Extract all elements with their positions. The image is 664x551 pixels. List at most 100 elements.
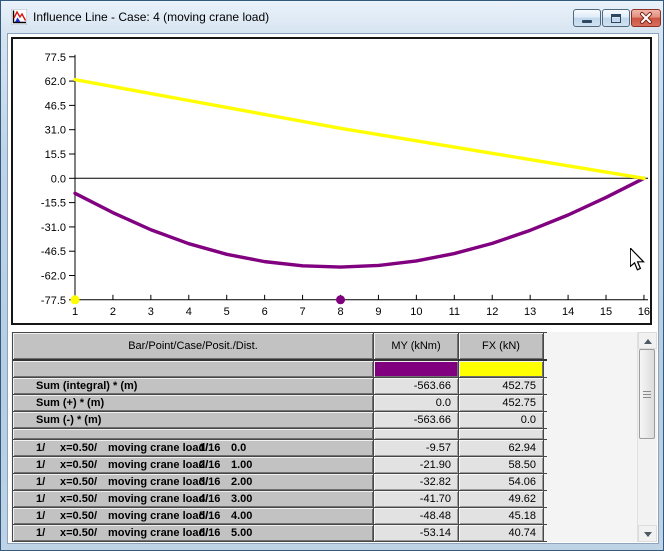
row-label-cell bbox=[13, 429, 374, 439]
position-fraction: 6/16 bbox=[199, 527, 221, 539]
bar-id: 1/ bbox=[36, 459, 46, 471]
sum-row-label: Sum (-) * (m) bbox=[36, 414, 102, 426]
table-row[interactable]: 1/x=0.50/moving crane load/1/16 0.0 -9.57 6… bbox=[13, 440, 547, 457]
results-table-panel: Bar/Point/Case/Posit./Dist. MY (kNm) FX … bbox=[11, 332, 657, 542]
maximize-icon bbox=[611, 14, 621, 23]
y-tick-label: 15.5 bbox=[45, 149, 66, 161]
my-series-color-swatch bbox=[374, 361, 459, 377]
client-area: 77.5 62.0 46.5 31.0 15.5 0.0 -15.5 -31.0 -46.5 -6… bbox=[7, 33, 659, 544]
table-row[interactable]: Sum (+) * (m) 0.0 452.75 bbox=[13, 395, 547, 412]
my-value-cell: -9.57 bbox=[374, 440, 459, 456]
fx-value-cell: 452.75 bbox=[459, 378, 544, 394]
sum-row-label: Sum (integral) * (m) bbox=[36, 380, 138, 392]
y-tick-label: -62.0 bbox=[41, 271, 66, 283]
point-position: x=0.50/ bbox=[60, 510, 98, 522]
my-value-cell: -21.90 bbox=[374, 457, 459, 473]
x-tick-label: 5 bbox=[224, 306, 230, 318]
results-table: Bar/Point/Case/Posit./Dist. MY (kNm) FX … bbox=[12, 332, 547, 542]
row-label-cell: 1/x=0.50/moving crane load/4/16 3.00 bbox=[13, 491, 374, 507]
position-fraction: 2/16 bbox=[199, 459, 221, 471]
table-row[interactable]: 1/x=0.50/moving crane load/3/16 2.00 -32.8… bbox=[13, 474, 547, 491]
x-tick-label: 3 bbox=[148, 306, 154, 318]
y-tick-label: 0.0 bbox=[51, 173, 66, 185]
arrow-down-icon bbox=[644, 532, 652, 537]
influence-line-app-icon bbox=[11, 9, 27, 25]
fx-value-cell: 45.18 bbox=[459, 508, 544, 524]
bar-id: 1/ bbox=[36, 493, 46, 505]
bar-id: 1/ bbox=[36, 476, 46, 488]
x-tick-label: 10 bbox=[410, 306, 422, 318]
table-row[interactable]: 1/x=0.50/moving crane load/4/16 3.00 -41.7… bbox=[13, 491, 547, 508]
y-tick-label: 46.5 bbox=[45, 100, 66, 112]
table-row[interactable]: 1/x=0.50/moving crane load/2/16 1.00 -21.9… bbox=[13, 457, 547, 474]
case-name: moving crane load/ bbox=[108, 510, 209, 522]
y-tick-label: -46.5 bbox=[41, 246, 66, 258]
y-tick-label: -31.0 bbox=[41, 222, 66, 234]
scrollbar-thumb[interactable] bbox=[639, 349, 655, 439]
row-label-cell: 1/x=0.50/moving crane load/3/16 2.00 bbox=[13, 474, 374, 490]
table-row-blank bbox=[13, 429, 547, 440]
chart-canvas: 77.5 62.0 46.5 31.0 15.5 0.0 -15.5 -31.0 -46.5 -6… bbox=[41, 52, 650, 318]
case-name: moving crane load/ bbox=[108, 527, 209, 539]
fx-value-cell: 54.06 bbox=[459, 474, 544, 490]
close-icon bbox=[640, 12, 652, 24]
table-row[interactable]: Sum (-) * (m) -563.66 0.0 bbox=[13, 412, 547, 429]
table-row[interactable]: Sum (integral) * (m) -563.66 452.75 bbox=[13, 378, 547, 395]
distance: 0.0 bbox=[231, 442, 247, 454]
minimize-icon bbox=[582, 20, 592, 23]
y-tick-label: 62.0 bbox=[45, 76, 66, 88]
x-tick-label: 8 bbox=[337, 306, 343, 318]
case-name: moving crane load/ bbox=[108, 493, 209, 505]
my-value-cell: 0.0 bbox=[374, 395, 459, 411]
y-tick-label: -77.5 bbox=[41, 295, 66, 307]
position-fraction: 5/16 bbox=[199, 510, 221, 522]
fx-value-cell: 62.94 bbox=[459, 440, 544, 456]
my-value-cell: -41.70 bbox=[374, 491, 459, 507]
bar-id: 1/ bbox=[36, 527, 46, 539]
fx-value-cell: 58.50 bbox=[459, 457, 544, 473]
y-tick-label: 77.5 bbox=[45, 52, 66, 64]
my-value-cell: -563.66 bbox=[374, 412, 459, 428]
window-title: Influence Line - Case: 4 (moving crane l… bbox=[33, 10, 270, 24]
fx-value-cell: 40.74 bbox=[459, 525, 544, 541]
minimize-button[interactable] bbox=[573, 9, 601, 27]
point-position: x=0.50/ bbox=[60, 476, 98, 488]
row-label-cell: Sum (integral) * (m) bbox=[13, 378, 374, 394]
bar-id: 1/ bbox=[36, 510, 46, 522]
table-vertical-scrollbar[interactable] bbox=[637, 332, 657, 542]
x-tick-label: 6 bbox=[262, 306, 268, 318]
position-fraction: 3/16 bbox=[199, 476, 221, 488]
arrow-up-icon bbox=[644, 339, 652, 344]
row-label-cell: Sum (+) * (m) bbox=[13, 395, 374, 411]
x-tick-label: 2 bbox=[110, 306, 116, 318]
x-tick-label: 13 bbox=[524, 306, 536, 318]
y-tick-label: 31.0 bbox=[45, 125, 66, 137]
table-header-row: Bar/Point/Case/Posit./Dist. MY (kNm) FX … bbox=[13, 333, 547, 361]
x-tick-label: 14 bbox=[562, 306, 574, 318]
my-value-cell: -48.48 bbox=[374, 508, 459, 524]
x-tick-label: 9 bbox=[375, 306, 381, 318]
my-value-cell: -53.14 bbox=[374, 525, 459, 541]
x-tick-label: 1 bbox=[72, 306, 78, 318]
close-button[interactable] bbox=[631, 9, 661, 27]
distance: 3.00 bbox=[231, 493, 253, 505]
title-bar[interactable]: Influence Line - Case: 4 (moving crane l… bbox=[1, 1, 663, 33]
header-bar-point-case: Bar/Point/Case/Posit./Dist. bbox=[13, 333, 374, 359]
table-row[interactable]: 1/x=0.50/moving crane load/6/16 5.00 -53.1… bbox=[13, 525, 547, 542]
x-tick-label: 12 bbox=[486, 306, 498, 318]
extreme-position-marker bbox=[70, 295, 80, 305]
case-name: moving crane load/ bbox=[108, 442, 209, 454]
y-tick-label: -15.5 bbox=[41, 198, 66, 210]
scroll-up-button[interactable] bbox=[638, 332, 657, 349]
position-fraction: 1/16 bbox=[199, 442, 221, 454]
scroll-down-button[interactable] bbox=[638, 525, 657, 542]
maximize-button[interactable] bbox=[602, 9, 630, 27]
extreme-position-marker bbox=[336, 295, 346, 305]
x-tick-label: 4 bbox=[186, 306, 192, 318]
row-label-cell: 1/x=0.50/moving crane load/1/16 0.0 bbox=[13, 440, 374, 456]
x-tick-label: 7 bbox=[300, 306, 306, 318]
case-name: moving crane load/ bbox=[108, 476, 209, 488]
sum-row-label: Sum (+) * (m) bbox=[36, 397, 105, 409]
table-row[interactable]: 1/x=0.50/moving crane load/5/16 4.00 -48.4… bbox=[13, 508, 547, 525]
